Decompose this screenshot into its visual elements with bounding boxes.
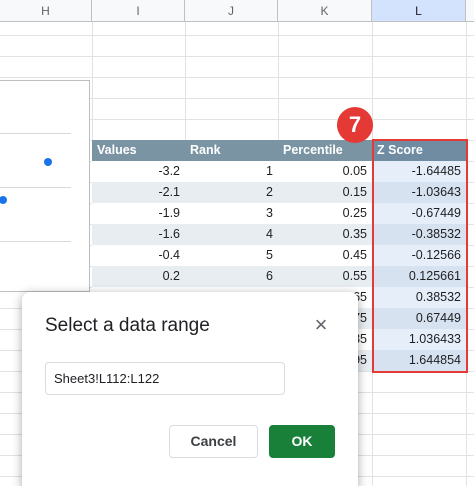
cancel-button[interactable]: Cancel (169, 425, 258, 458)
table-cell: 4 (266, 227, 273, 241)
table-cell-bg (185, 224, 278, 245)
table-header: Rank (185, 140, 278, 161)
row-line (0, 98, 474, 99)
step-badge: 7 (337, 107, 373, 143)
table-cell-bg (372, 203, 466, 224)
table-cell-bg (372, 182, 466, 203)
table-cell: -1.03643 (411, 185, 461, 199)
table-cell: 0.125661 (408, 269, 461, 283)
table-cell-bg (92, 203, 185, 224)
table-cell: 0.38532 (415, 290, 461, 304)
table-cell: 5 (266, 248, 273, 262)
table-cell: -1.6 (158, 227, 180, 241)
table-cell: 1.036433 (408, 332, 461, 346)
table-cell: -1.9 (158, 206, 180, 220)
table-cell-bg (278, 266, 372, 287)
table-cell-bg (185, 161, 278, 182)
table-cell-bg (278, 224, 372, 245)
ok-button[interactable]: OK (269, 425, 335, 458)
table-cell: 0.67449 (415, 311, 461, 325)
table-cell: 0.05 (342, 164, 367, 178)
table-cell: -3.2 (158, 164, 180, 178)
row-line (0, 35, 474, 36)
column-header[interactable]: H (0, 0, 92, 22)
table-cell: 0.15 (342, 185, 367, 199)
table-cell: 0.2 (162, 269, 180, 283)
chart-gridline (0, 133, 71, 134)
table-cell: 1.644854 (408, 353, 461, 367)
table-cell: -0.38532 (411, 227, 461, 241)
table-cell-bg (278, 161, 372, 182)
table-cell-bg (92, 224, 185, 245)
table-cell: 3 (266, 206, 273, 220)
chart-fragment (0, 80, 90, 292)
table-cell-bg (185, 245, 278, 266)
table-cell-bg (372, 161, 466, 182)
column-header[interactable]: K (278, 0, 372, 22)
row-line (0, 119, 474, 120)
row-line (0, 56, 474, 57)
row-line (0, 77, 474, 78)
table-cell: 0.35 (342, 227, 367, 241)
table-cell-bg (185, 203, 278, 224)
table-cell-bg (185, 266, 278, 287)
table-cell: -1.64485 (411, 164, 461, 178)
table-cell-bg (278, 203, 372, 224)
dialog: Select a data range × Sheet3!L112:L122 C… (22, 292, 358, 486)
column-header[interactable]: I (92, 0, 185, 22)
table-cell: 0.45 (342, 248, 367, 262)
table-cell: 1 (266, 164, 273, 178)
chart-point (0, 196, 7, 204)
table-cell-bg (372, 329, 466, 350)
table-cell-bg (372, 308, 466, 329)
dialog-title: Select a data range (45, 315, 210, 336)
column-header (466, 0, 474, 22)
table-cell-bg (92, 182, 185, 203)
highlight-box (372, 139, 468, 373)
table-header: Z Score (372, 140, 466, 161)
table-cell: -0.67449 (411, 206, 461, 220)
close-button[interactable]: × (314, 312, 328, 337)
range-input[interactable]: Sheet3!L112:L122 (45, 362, 285, 395)
table-cell: 0.25 (342, 206, 367, 220)
chart-point (44, 158, 52, 166)
table-cell-bg (372, 287, 466, 308)
table-cell: -0.12566 (411, 248, 461, 262)
table-header: Values (92, 140, 185, 161)
table-header: Percentile (278, 140, 372, 161)
chart-gridline (0, 241, 71, 242)
table-cell-bg (92, 266, 185, 287)
table-cell-bg (278, 182, 372, 203)
table-cell-bg (372, 245, 466, 266)
table-cell-bg (185, 182, 278, 203)
table-cell-bg (372, 224, 466, 245)
table-cell-bg (278, 245, 372, 266)
table-cell: 2 (266, 185, 273, 199)
column-header[interactable]: L (372, 0, 466, 22)
table-cell: 0.55 (342, 269, 367, 283)
table-cell-bg (92, 161, 185, 182)
column-header[interactable]: J (185, 0, 278, 22)
table-cell: -2.1 (158, 185, 180, 199)
table-cell-bg (372, 266, 466, 287)
table-cell: -0.4 (158, 248, 180, 262)
table-cell-bg (92, 245, 185, 266)
chart-gridline (0, 187, 71, 188)
table-cell-bg (372, 350, 466, 371)
table-cell: 6 (266, 269, 273, 283)
